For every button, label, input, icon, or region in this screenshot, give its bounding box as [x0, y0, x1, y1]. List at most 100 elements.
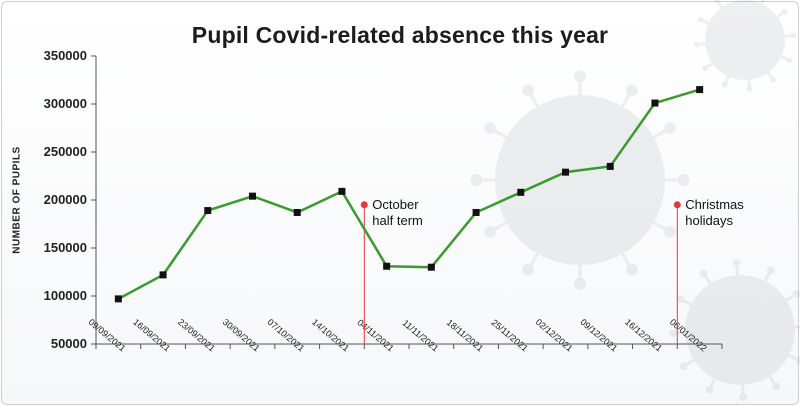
virus-spike-tip: [677, 174, 690, 186]
data-point: [249, 192, 256, 200]
virus-spike: [768, 375, 778, 388]
virus-spike-tip: [625, 84, 638, 97]
data-point: [562, 168, 569, 176]
virus-spike: [526, 89, 539, 108]
virus-spike-tip: [679, 362, 688, 371]
data-point: [651, 99, 659, 107]
virus-spike-tip: [699, 269, 708, 278]
y-tick-label: 150000: [44, 240, 87, 255]
virus-spike-tip: [574, 70, 586, 83]
virus-spike: [723, 75, 730, 85]
x-tick-label: 09/12/2021: [578, 317, 619, 354]
chart-title: Pupil Covid-related absence this year: [191, 22, 609, 48]
data-point: [427, 263, 435, 271]
virus-spike-tip: [484, 225, 497, 238]
virus-spike: [780, 55, 790, 62]
y-tick-label: 50000: [51, 336, 87, 351]
annotation-marker: [360, 201, 368, 209]
data-point: [606, 162, 614, 170]
background-virus-decoration: [470, 0, 800, 401]
virus-spike: [704, 61, 714, 70]
virus-spike: [679, 297, 692, 307]
y-tick-label: 250000: [44, 144, 87, 159]
virus-body: [685, 275, 795, 385]
virus-spike: [621, 89, 634, 108]
x-tick-label: 16/09/2021: [131, 317, 172, 354]
virus-spike-tip: [470, 174, 483, 186]
y-tick-label: 300000: [44, 96, 87, 111]
virus-spike: [526, 252, 539, 271]
data-point: [696, 86, 704, 94]
virus-spike-tip: [786, 57, 793, 64]
virus-spike: [700, 18, 710, 25]
x-tick-label: 14/10/2021: [310, 317, 351, 354]
virus-spike-tip: [792, 289, 800, 298]
virus-spike: [784, 33, 794, 38]
virus-body: [495, 95, 665, 265]
x-tick-label: 30/09/2021: [221, 317, 262, 354]
virus-spike: [489, 126, 508, 139]
virus-spike-tip: [663, 122, 676, 135]
virus-spike-tip: [669, 329, 677, 338]
virus-spike-tip: [790, 32, 797, 39]
virus-spike-tip: [746, 85, 753, 92]
data-point: [517, 188, 525, 196]
x-tick-label: 18/11/2021: [445, 317, 485, 353]
data-point: [472, 208, 480, 216]
x-tick-label: 23/09/2021: [176, 317, 217, 354]
virus-spike-tip: [574, 277, 586, 290]
x-tick-label: 11/11/2021: [401, 318, 441, 354]
virus-spike-tip: [705, 385, 714, 394]
virus-spike: [621, 252, 634, 271]
data-point: [114, 295, 122, 303]
y-tick-label: 200000: [44, 192, 87, 207]
data-point: [383, 262, 391, 270]
virus-spike: [652, 126, 671, 139]
virus-spike-tip: [697, 16, 704, 23]
series-line: [117, 88, 701, 300]
virus-spike: [652, 221, 671, 234]
virus-spike: [766, 71, 775, 81]
y-tick-label: 100000: [44, 288, 87, 303]
data-point: [159, 271, 167, 279]
virus-spike-tip: [781, 8, 788, 15]
virus-spike-tip: [732, 259, 741, 267]
virus-spike: [672, 331, 686, 335]
virus-spike: [785, 292, 798, 302]
x-tick-label: 16/12/2021: [623, 317, 664, 354]
virus-spike: [776, 10, 786, 19]
virus-spike-tip: [766, 266, 775, 275]
annotation-label: October half term: [372, 196, 423, 228]
y-tick-label: 350000: [44, 48, 87, 63]
virus-spike-tip: [522, 263, 535, 276]
virus-spike-tip: [721, 81, 728, 88]
virus-spike-tip: [770, 76, 777, 83]
virus-spike: [696, 42, 706, 47]
x-tick-label: 25/11/2021: [489, 317, 529, 353]
virus-spike-tip: [713, 0, 720, 4]
virus-spike-tip: [663, 225, 676, 238]
virus-spike-tip: [702, 65, 709, 72]
annotation-label: Christmas holidays: [685, 196, 744, 228]
virus-spike: [788, 353, 800, 363]
virus-spike-tip: [772, 382, 781, 391]
virus-spike-tip: [484, 122, 497, 135]
virus-spike: [747, 79, 752, 89]
virus-spike: [760, 0, 765, 5]
virus-spike-tip: [739, 393, 748, 401]
virus-spike: [715, 0, 724, 9]
virus-spike: [682, 358, 695, 368]
virus-spike: [489, 221, 508, 234]
annotation-marker: [673, 201, 681, 209]
x-tick-label: 09/09/2021: [87, 317, 128, 354]
virus-spike: [735, 262, 739, 276]
virus-spike: [794, 325, 800, 329]
virus-spike-tip: [795, 356, 800, 365]
x-tick-label: 02/12/2021: [534, 317, 575, 354]
virus-spike: [763, 269, 773, 282]
data-point: [204, 207, 212, 215]
x-tick-label: 04/11/2021: [355, 317, 395, 353]
virus-spike-tip: [625, 263, 638, 276]
